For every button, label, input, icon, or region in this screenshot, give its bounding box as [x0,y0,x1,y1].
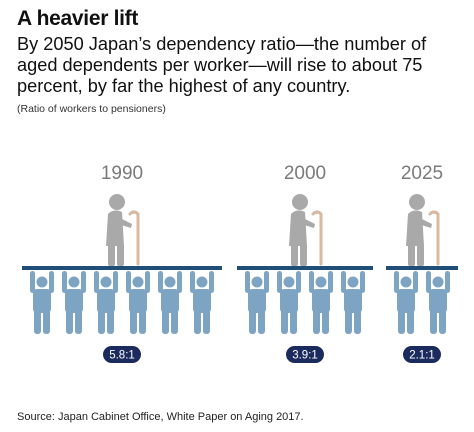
source-note: Source: Japan Cabinet Office, White Pape… [17,411,304,423]
person-arms-raised-icon [30,271,54,334]
person-arms-raised-icon [341,271,365,334]
person-arms-raised-icon [426,271,450,334]
year-label: 2000 [284,163,326,184]
elderly-person-with-cane-icon [106,194,140,266]
year-label: 1990 [101,163,143,184]
ratio-badge: 5.8:1 [103,346,141,363]
support-bar [386,266,458,270]
person-arms-raised-icon [62,271,86,334]
elderly-person-with-cane-icon [289,194,323,266]
elderly-person-with-cane-icon [406,194,440,266]
person-arms-raised-icon [277,271,301,334]
units-note: (Ratio of workers to pensioners) [17,103,166,115]
ratio-badge: 2.1:1 [403,346,441,363]
person-arms-raised-icon [158,271,182,334]
person-arms-raised-icon [126,271,150,334]
chart-title: A heavier lift [17,7,139,30]
ratio-label: 2.1:1 [409,350,435,362]
person-arms-raised-icon [245,271,269,334]
person-arms-raised-icon [309,271,333,334]
support-bar [22,266,222,270]
person-arms-raised-icon [394,271,418,334]
year-label: 2025 [401,163,443,184]
person-arms-raised-icon [190,271,214,334]
ratio-label: 3.9:1 [292,350,318,362]
ratio-label: 5.8:1 [109,350,135,362]
ratio-badge: 3.9:1 [286,346,324,363]
person-arms-raised-icon [94,271,118,334]
chart-subtitle: By 2050 Japan’s dependency ratio—the num… [17,34,427,96]
support-bar [237,266,373,270]
